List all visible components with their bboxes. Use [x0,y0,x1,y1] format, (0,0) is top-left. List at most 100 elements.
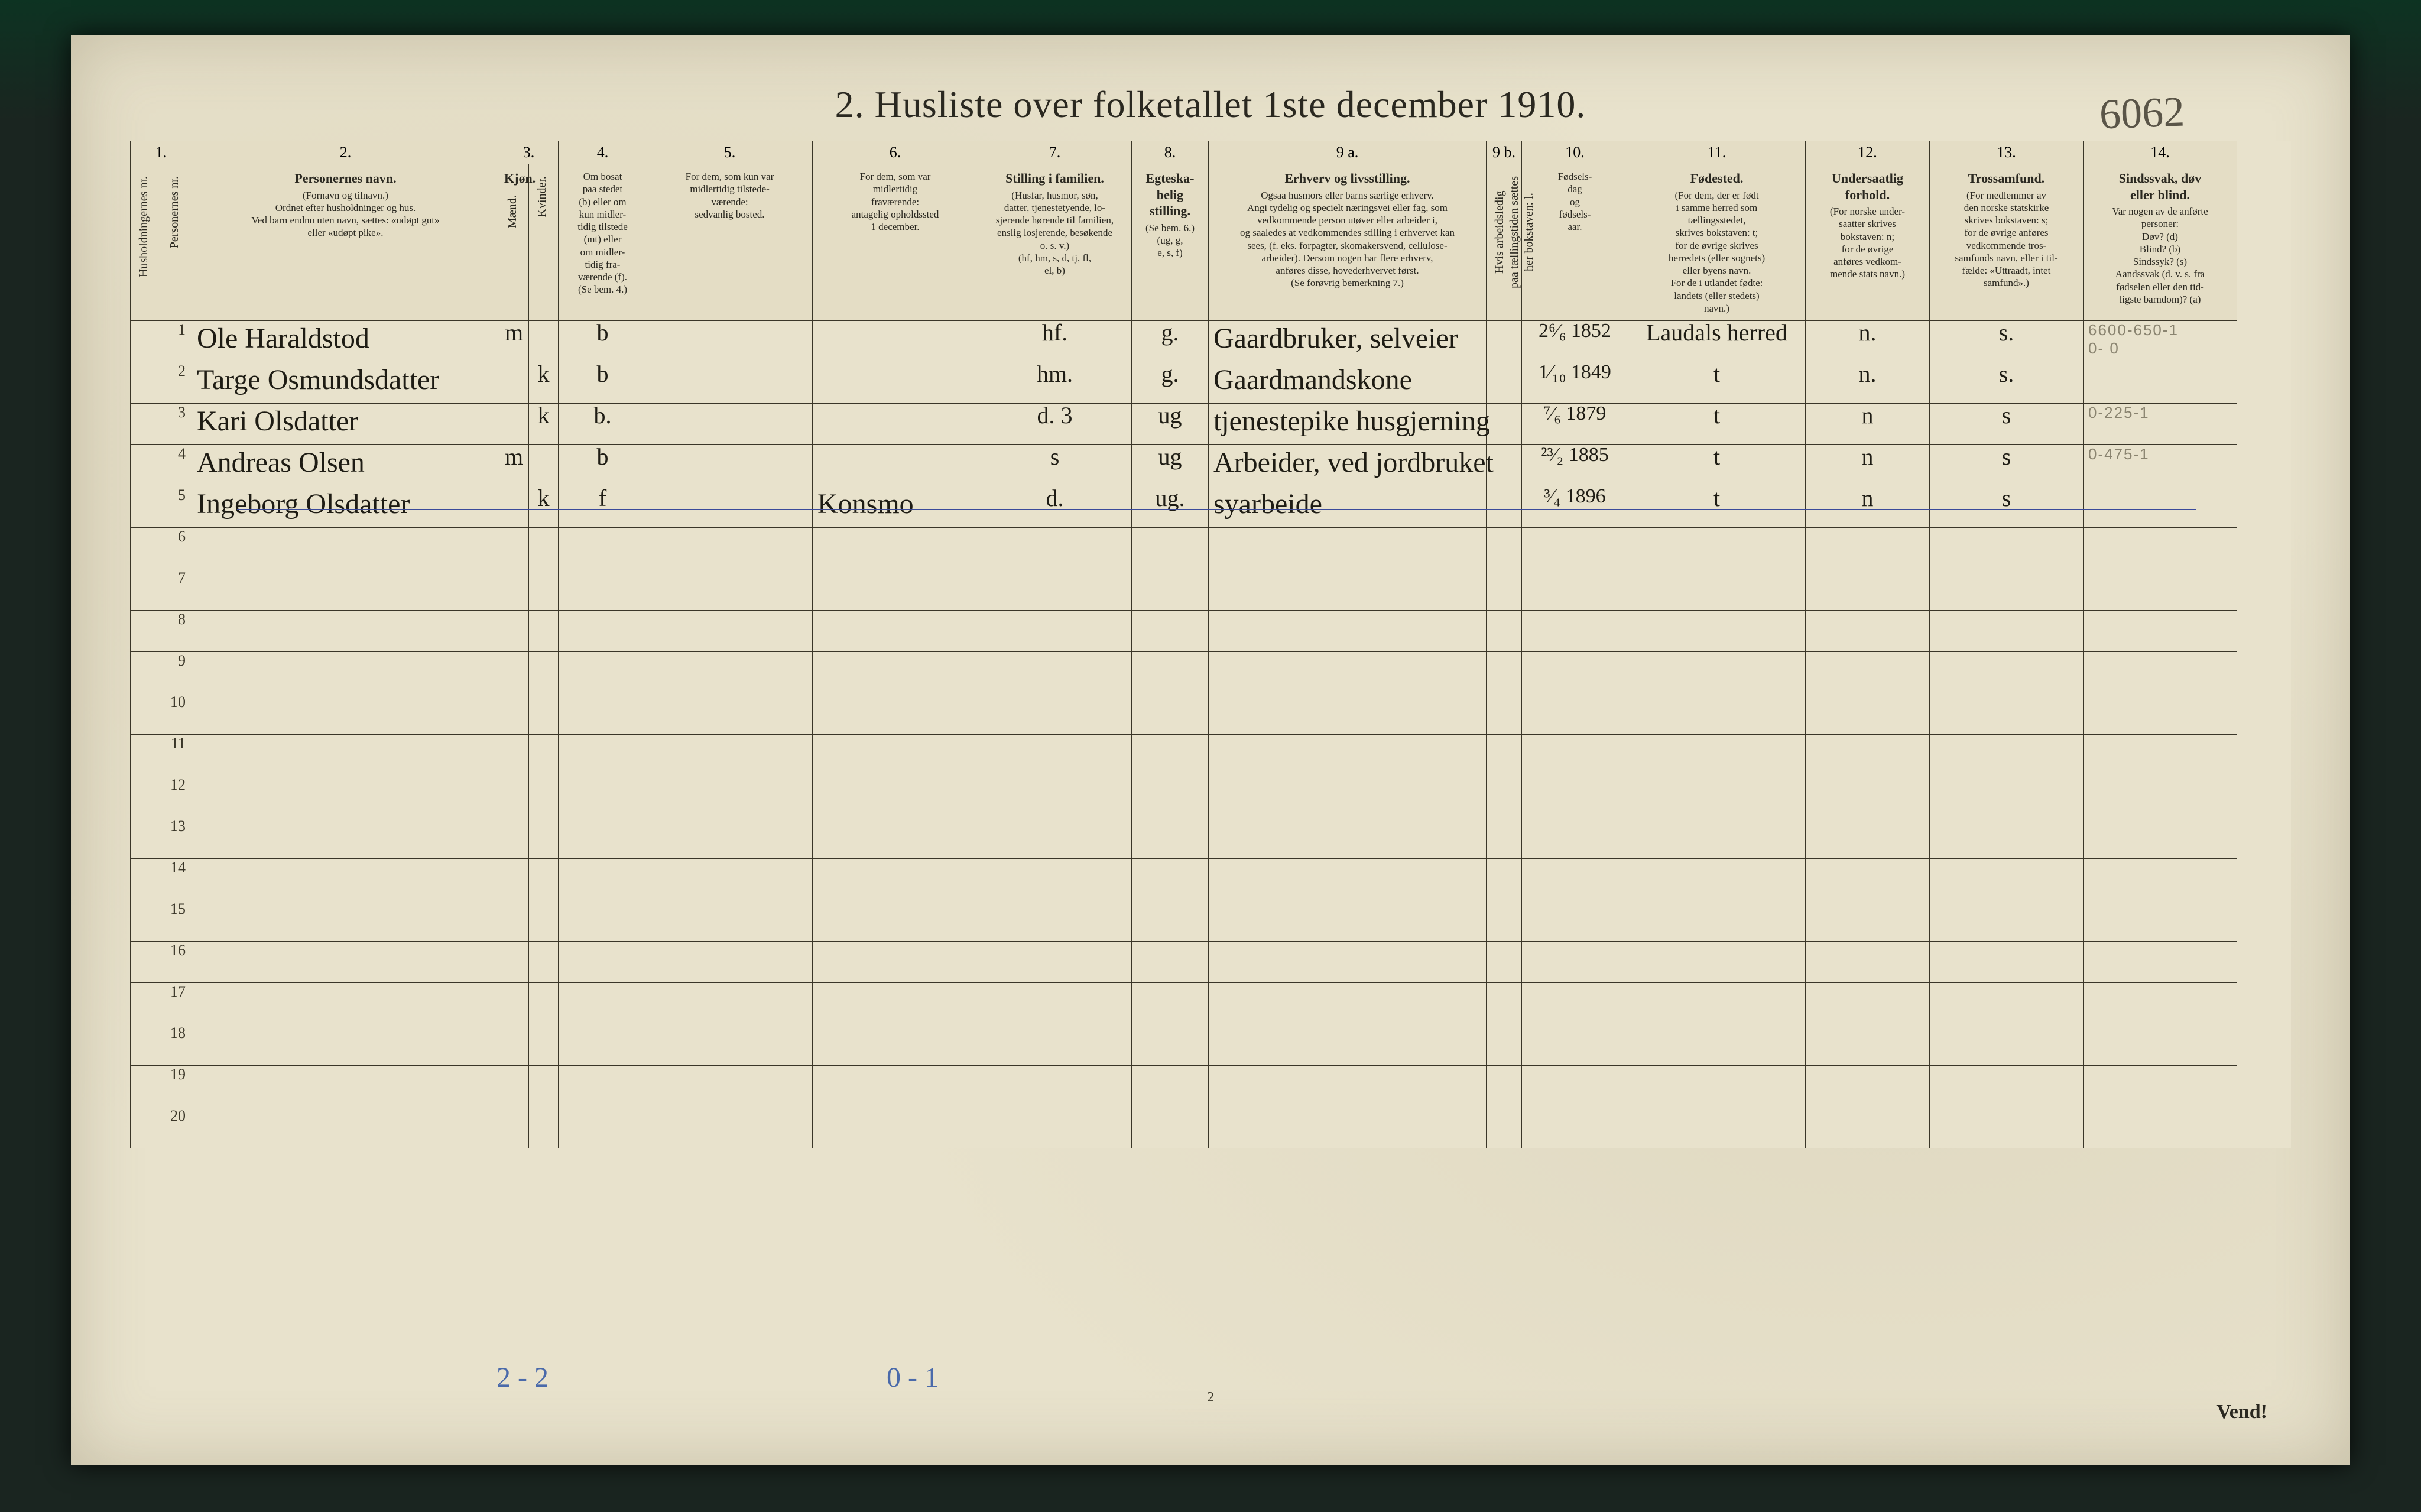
cell-empty [1522,859,1628,900]
cell-empty [192,528,499,569]
colnum: 3. [499,141,559,164]
cell-empty [192,817,499,859]
cell-empty [1522,776,1628,817]
cell-person-nr: 5 [161,486,192,528]
colnum: 4. [559,141,647,164]
cell-birthdate: 1⁄₁₀ 1849 [1522,362,1628,404]
cell-person-nr: 18 [161,1024,192,1066]
cell-empty [2084,983,2237,1024]
cell-family-pos: hf. [978,321,1132,362]
cell-religion: s. [1930,321,2084,362]
cell-empty [1806,983,1930,1024]
cell-nationality: n [1806,445,1930,486]
cell-person-nr: 2 [161,362,192,404]
cell-nationality: n. [1806,321,1930,362]
cell-empty [813,776,978,817]
cell-empty [499,1024,529,1066]
cell-empty [529,817,559,859]
cell-temp-absent [813,362,978,404]
cell-empty [978,735,1132,776]
cell-empty [647,942,813,983]
cell-empty [499,983,529,1024]
cell-name: Andreas Olsen [192,445,499,486]
cell-religion: s. [1930,362,2084,404]
table-row: 3Kari Olsdatterkb.d. 3ugtjenestepike hus… [131,404,2291,445]
cell-empty [1132,693,1209,735]
cell-marital: g. [1132,321,1209,362]
cell-empty [1132,735,1209,776]
table-row: 9 [131,652,2291,693]
cell-empty [1806,569,1930,611]
cell-empty [1209,942,1487,983]
cell-empty [529,1066,559,1107]
hdr-sex-k: Kvinder. [529,164,559,321]
cell-empty [647,859,813,900]
cell-sex-k [529,445,559,486]
cell-empty [499,735,529,776]
hdr-person-nr: Personernes nr. [161,164,192,321]
cell-person-nr: 8 [161,611,192,652]
cell-empty [499,1107,529,1148]
cell-household-nr [131,404,161,445]
cell-sex-k: k [529,362,559,404]
cell-birthplace: t [1628,486,1806,528]
cell-empty [647,1107,813,1148]
cell-empty [1628,900,1806,942]
cell-empty [1209,652,1487,693]
cell-occupation: Gaardmandskone [1209,362,1487,404]
cell-empty [1132,983,1209,1024]
cell-empty [1487,569,1522,611]
cell-empty [813,900,978,942]
cell-name: Targe Osmundsdatter [192,362,499,404]
cell-household-nr [131,569,161,611]
cell-empty [1132,1066,1209,1107]
cell-empty [1522,900,1628,942]
cell-empty [1522,817,1628,859]
cell-empty [559,1024,647,1066]
table-row: 5Ingeborg OlsdatterkfKonsmod.ug.syarbeid… [131,486,2291,528]
cell-empty [1806,611,1930,652]
cell-empty [2084,942,2237,983]
cell-disability: 0-475-1 [2084,445,2237,486]
cell-empty [647,569,813,611]
cell-empty [2084,776,2237,817]
cell-empty [647,983,813,1024]
cell-empty [813,652,978,693]
cell-empty [1522,1024,1628,1066]
cell-empty [559,569,647,611]
cell-empty [192,1066,499,1107]
cell-empty [1522,983,1628,1024]
cell-occupation: Gaardbruker, selveier [1209,321,1487,362]
cell-household-nr [131,942,161,983]
cell-empty [2084,611,2237,652]
cell-household-nr [131,735,161,776]
cell-empty [1806,652,1930,693]
cell-empty [1487,900,1522,942]
colnum: 6. [813,141,978,164]
cell-empty [978,1107,1132,1148]
cell-empty [559,983,647,1024]
cell-empty [1132,817,1209,859]
cell-person-nr: 9 [161,652,192,693]
cell-empty [529,776,559,817]
cell-empty [192,569,499,611]
table-row: 11 [131,735,2291,776]
cell-empty [529,652,559,693]
cell-empty [559,611,647,652]
cell-empty [1930,900,2084,942]
cell-disability [2084,362,2237,404]
colnum: 8. [1132,141,1209,164]
cell-empty [1930,735,2084,776]
hdr-disability: Sindssvak, døv eller blind. Var nogen av… [2084,164,2237,321]
cell-family-pos: d. [978,486,1132,528]
cell-empty [1132,528,1209,569]
cell-empty [1806,942,1930,983]
cell-empty [499,611,529,652]
cell-empty [1628,1024,1806,1066]
cell-residence: b [559,445,647,486]
cell-empty [1209,611,1487,652]
cell-empty [647,735,813,776]
cell-birthdate: 2⁶⁄₆ 1852 [1522,321,1628,362]
cell-empty [647,817,813,859]
cell-empty [1628,859,1806,900]
